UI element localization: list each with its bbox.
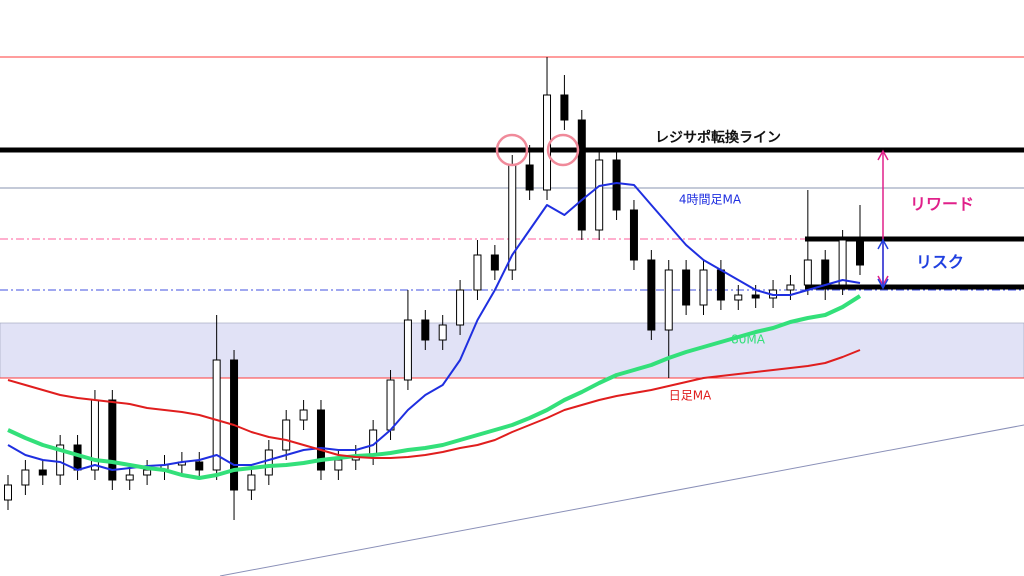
candle-body xyxy=(56,444,65,476)
candle-body xyxy=(195,461,204,471)
candle-body xyxy=(143,469,152,476)
ma-line xyxy=(7,294,862,480)
series-label: 4時間足MA xyxy=(679,193,742,207)
series-label: 80MA xyxy=(731,333,766,347)
candle-body xyxy=(856,239,864,266)
ma-lines xyxy=(7,182,862,480)
series-label: 日足MA xyxy=(669,389,712,403)
zone xyxy=(0,322,1024,379)
candle-body xyxy=(21,469,30,486)
candle-body xyxy=(682,269,691,306)
candle-body xyxy=(334,459,343,471)
highlight-circle xyxy=(495,133,529,167)
candle-body xyxy=(282,419,291,451)
candle-body xyxy=(490,254,499,271)
candle-body xyxy=(108,399,117,481)
annotation: リワード xyxy=(910,195,974,214)
ma-line xyxy=(7,182,861,471)
candle-body xyxy=(4,484,12,501)
candle-body xyxy=(716,269,725,301)
candle-body xyxy=(664,269,673,331)
candle-body xyxy=(595,159,604,231)
candle-body xyxy=(247,474,256,491)
candle-body xyxy=(612,159,621,211)
candle-body xyxy=(473,254,482,291)
candle-body xyxy=(803,259,812,286)
candle-body xyxy=(438,324,447,341)
candle-body xyxy=(838,239,847,286)
ma-line xyxy=(7,349,861,459)
candle-body xyxy=(577,119,586,231)
risk-arrow xyxy=(877,238,889,290)
candle-body xyxy=(38,469,47,476)
annotation: レジサポ転換ライン xyxy=(655,129,781,146)
candle-body xyxy=(421,319,430,341)
background-layer xyxy=(0,56,1024,379)
trend-line xyxy=(219,424,1024,576)
candle-body xyxy=(212,359,221,471)
highlight-circle xyxy=(546,133,580,167)
candle-body xyxy=(821,259,830,286)
candle-body xyxy=(699,269,708,306)
candle-body xyxy=(751,294,760,299)
candle-body xyxy=(629,209,638,261)
annotation: リスク xyxy=(916,253,964,272)
candle-body xyxy=(525,164,534,191)
candles xyxy=(4,57,864,520)
candle-body xyxy=(386,379,395,431)
candle-body xyxy=(264,449,273,476)
candle-body xyxy=(299,409,308,421)
candle-body xyxy=(786,284,795,291)
candle-body xyxy=(125,474,134,481)
candle-body xyxy=(403,319,412,381)
candle-body xyxy=(560,94,569,121)
candle-body xyxy=(734,294,743,301)
candle-body xyxy=(316,409,325,471)
candle-body xyxy=(456,289,465,326)
candle-body xyxy=(647,259,656,331)
